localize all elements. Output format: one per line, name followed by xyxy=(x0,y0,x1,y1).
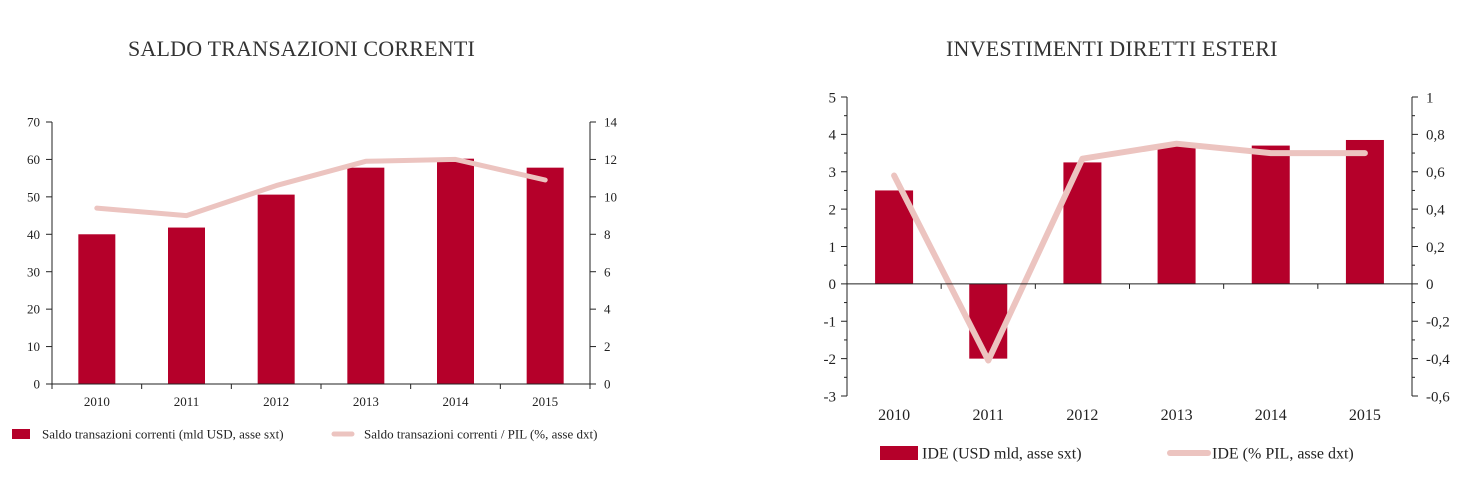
y-right-tick-label: 14 xyxy=(604,115,618,130)
y-left-tick-label: 5 xyxy=(829,90,837,106)
bar-2014 xyxy=(437,158,474,384)
bar-2013 xyxy=(347,167,385,384)
bar-2011 xyxy=(168,227,205,384)
y-right-tick-label: -0,6 xyxy=(1426,389,1450,405)
y-left-tick-label: 0 xyxy=(34,377,41,392)
bar-2014 xyxy=(1251,145,1290,284)
y-right-tick-label: 2 xyxy=(604,339,611,354)
chart-title-current-account: SALDO TRANSAZIONI CORRENTI xyxy=(128,36,476,61)
y-left-tick-label: -2 xyxy=(824,352,837,368)
y-right-tick-label: 4 xyxy=(604,302,611,317)
bar-2012 xyxy=(257,194,295,384)
line-series xyxy=(94,156,548,219)
y-right-tick-label: 0,4 xyxy=(1426,202,1445,218)
line-point-2010 xyxy=(96,207,98,209)
x-tick-label: 2013 xyxy=(353,394,379,409)
y-left-tick-label: -1 xyxy=(824,315,837,331)
y-left-tick-label: 1 xyxy=(829,240,837,256)
bar-2011 xyxy=(969,283,1008,359)
bar-2010 xyxy=(78,234,116,384)
legend-label-line: IDE (% PIL, asse dxt) xyxy=(1212,446,1354,463)
x-tick-label: 2012 xyxy=(1066,407,1098,424)
y-left-tick-label: 30 xyxy=(27,264,40,279)
x-tick-label: 2014 xyxy=(443,394,470,409)
x-tick-label: 2010 xyxy=(878,407,910,424)
y-left-tick-label: -3 xyxy=(824,389,837,405)
line-series xyxy=(891,140,1368,364)
x-tick-label: 2015 xyxy=(1349,407,1381,424)
y-left-tick-label: 20 xyxy=(27,302,40,317)
y-right-tick-label: 0,2 xyxy=(1426,240,1445,256)
line-point-2011 xyxy=(186,215,187,217)
line-point-2015 xyxy=(1364,152,1366,154)
line-point-2014 xyxy=(455,158,456,160)
line-point-2013 xyxy=(365,160,367,162)
bar-2015 xyxy=(526,167,564,384)
line-point-2014 xyxy=(1270,152,1272,154)
x-tick-label: 2015 xyxy=(532,394,558,409)
y-left-tick-label: 4 xyxy=(829,128,837,144)
bar-2013 xyxy=(1157,145,1196,284)
line-point-2012 xyxy=(275,185,277,187)
y-right-tick-label: 0 xyxy=(604,377,611,392)
y-left-tick-label: 70 xyxy=(27,115,40,130)
y-right-tick-label: -0,2 xyxy=(1426,315,1450,331)
legend-label-bar: Saldo transazioni correnti (mld USD, ass… xyxy=(42,427,284,442)
y-right-tick-label: 0,8 xyxy=(1426,128,1445,144)
x-tick-label: 2011 xyxy=(174,394,200,409)
y-left-tick-label: 3 xyxy=(829,165,837,181)
y-right-tick-label: 6 xyxy=(604,264,611,279)
y-left-tick-label: 10 xyxy=(27,339,40,354)
x-tick-label: 2014 xyxy=(1255,407,1287,424)
y-right-tick-label: 12 xyxy=(604,152,617,167)
y-right-tick-label: 8 xyxy=(604,227,611,242)
fdi-chart: -3 -2 -1 0 1 2 3 4 5 -0,6 -0,4 -0,2 0 0,2 0,4 0,6 0,8 1 20… xyxy=(824,90,1451,463)
x-tick-label: 2013 xyxy=(1161,407,1193,424)
legend-label-line: Saldo transazioni correnti / PIL (%, ass… xyxy=(364,427,597,442)
bar-2015 xyxy=(1345,139,1384,284)
chart-title-fdi: INVESTIMENTI DIRETTI ESTERI xyxy=(946,36,1278,61)
legend-label-bar: IDE (USD mld, asse sxt) xyxy=(922,446,1082,463)
y-right-tick-label: -0,4 xyxy=(1426,352,1450,368)
x-tick-label: 2012 xyxy=(263,394,289,409)
legend-swatch-bar xyxy=(880,446,918,460)
y-left-tick-label: 2 xyxy=(829,202,837,218)
y-left-tick-label: 50 xyxy=(27,189,40,204)
line-point-2012 xyxy=(1081,158,1083,160)
y-right-tick-label: 1 xyxy=(1426,90,1434,106)
line-point-2015 xyxy=(544,179,546,181)
y-right-tick-label: 0 xyxy=(1426,277,1434,293)
y-right-tick-label: 10 xyxy=(604,189,617,204)
line-point-2013 xyxy=(1176,143,1178,145)
y-left-tick-label: 0 xyxy=(829,277,837,293)
x-tick-label: 2011 xyxy=(973,407,1004,424)
line-point-2010 xyxy=(893,174,895,176)
current-account-chart: 0 10 20 30 40 50 60 70 0 2 4 6 8 10 12 14 2010 2011 2012 20… xyxy=(12,115,618,442)
x-tick-label: 2010 xyxy=(84,394,110,409)
y-left-tick-label: 40 xyxy=(27,227,40,242)
y-right-tick-label: 0,6 xyxy=(1426,165,1445,181)
y-left-tick-label: 60 xyxy=(27,152,40,167)
legend-swatch-bar xyxy=(12,429,30,439)
line-point-2011 xyxy=(987,359,989,361)
